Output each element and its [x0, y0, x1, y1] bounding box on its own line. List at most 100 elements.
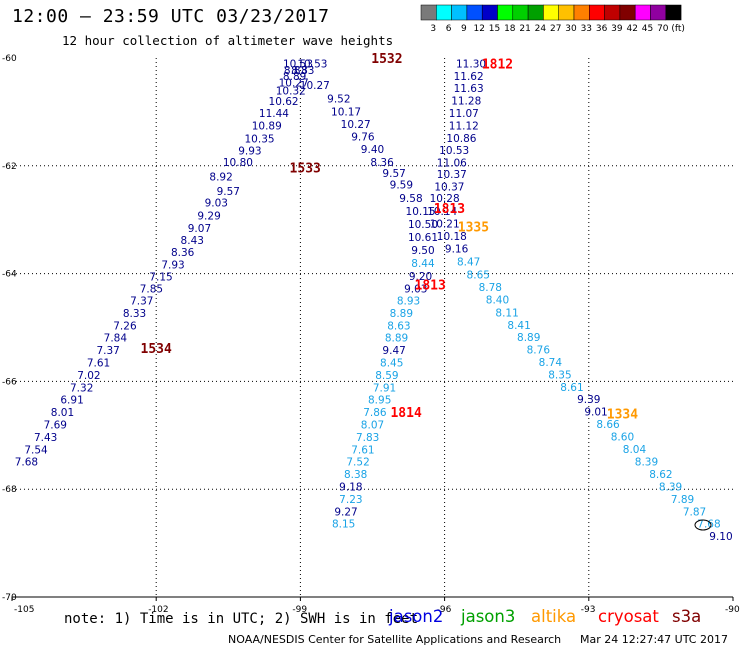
- data-point-label: 9.27: [334, 506, 357, 518]
- colorbar-swatch: [543, 4, 559, 21]
- colorbar-label: 70: [657, 24, 669, 34]
- colorbar-label: 18: [504, 24, 516, 34]
- colorbar-label: 39: [611, 24, 623, 34]
- data-point-label: 8.89: [385, 333, 408, 345]
- track-number-label: 1812: [482, 57, 513, 72]
- data-point-label: 8.89: [283, 71, 306, 83]
- x-tick-label: -96: [437, 605, 452, 615]
- track-number-label: 1814: [390, 406, 421, 421]
- data-point-label: 7.83: [356, 432, 379, 444]
- data-point-label: 9.59: [390, 180, 413, 192]
- y-tick-label: -70: [2, 593, 17, 603]
- legend-s3a: s3a: [672, 607, 702, 626]
- y-tick-label: -66: [2, 377, 17, 387]
- data-point-label: 8.11: [495, 307, 518, 319]
- data-point-label: 7.02: [77, 370, 100, 382]
- data-point-label: 10.37: [434, 181, 464, 193]
- colorbar-label: 21: [519, 24, 530, 34]
- data-point-label: 8.38: [344, 469, 367, 481]
- footer-note: note: 1) Time is in UTC; 2) SWH is in fe…: [64, 611, 419, 627]
- y-tick-label: -64: [2, 270, 17, 280]
- data-point-label: 11.62: [454, 71, 484, 83]
- colorbar-swatch: [604, 4, 621, 21]
- colorbar-label: 3: [430, 24, 436, 34]
- colorbar-swatch: [466, 4, 483, 21]
- data-point-label: 8.07: [361, 420, 384, 432]
- data-point-label: 8.39: [659, 482, 682, 494]
- chart-points: 10.538.838.8910.2710.3210.6211.4410.8910…: [15, 58, 733, 543]
- data-point-label: 7.37: [130, 296, 153, 308]
- data-point-label: 8.61: [560, 382, 583, 394]
- data-point-label: 8.01: [51, 407, 74, 419]
- x-tick-label: -102: [148, 605, 168, 615]
- chart-grid: [12, 58, 733, 597]
- colorbar-label: 6: [446, 24, 452, 34]
- y-tick-label: -60: [2, 54, 17, 64]
- data-point-label: 8.74: [539, 357, 563, 369]
- data-point-label: 8.36: [171, 247, 195, 259]
- data-point-label: 11.30: [456, 58, 486, 70]
- data-point-label: 9.16: [445, 243, 469, 255]
- data-point-label: 8.47: [457, 257, 480, 269]
- colorbar-swatch: [665, 4, 682, 21]
- y-tick-label: -62: [2, 162, 17, 172]
- colorbar-swatch: [420, 4, 437, 21]
- data-point-label: 8.04: [623, 444, 647, 456]
- colorbar-swatch: [650, 4, 667, 21]
- data-point-label: 8.78: [479, 282, 502, 294]
- data-point-label: 10.53: [283, 58, 313, 70]
- data-point-label: 10.27: [300, 80, 330, 92]
- data-point-label: 9.76: [351, 132, 375, 144]
- data-point-label: 8.95: [368, 395, 391, 407]
- data-point-label: 9.40: [361, 144, 384, 156]
- track-number-label: 1335: [458, 221, 489, 236]
- data-point-label: 9.50: [411, 245, 434, 257]
- data-point-label: 7.86: [363, 407, 387, 419]
- data-point-label: 7.54: [24, 444, 48, 456]
- data-point-label: 7.85: [140, 284, 163, 296]
- colorbar-swatch: [527, 4, 544, 21]
- data-point-label: 9.57: [217, 186, 240, 198]
- data-point-label: 10.21: [430, 218, 460, 230]
- data-point-label: 9.29: [197, 210, 220, 222]
- data-point-label: 9.03: [404, 284, 427, 296]
- data-point-label: 8.83: [291, 65, 314, 77]
- x-tick-label: -105: [14, 605, 34, 615]
- colorbar-label: 42: [626, 24, 637, 34]
- data-point-label: 10.17: [331, 106, 361, 118]
- colorbar-label: 33: [581, 24, 592, 34]
- data-point-label: 7.43: [34, 432, 57, 444]
- data-point-label: 9.20: [409, 271, 432, 283]
- track-number-label: 1533: [290, 161, 321, 176]
- colorbar-swatch: [481, 4, 498, 21]
- data-point-label: 8.59: [375, 370, 398, 382]
- data-point-label: 11.07: [449, 108, 479, 120]
- data-point-label: 10.50: [408, 219, 438, 231]
- data-point-label: 10.27: [341, 119, 371, 131]
- colorbar-swatch: [497, 4, 514, 21]
- data-point-label: 10.86: [446, 133, 476, 145]
- data-point-label: 11.06: [437, 158, 467, 170]
- colorbar-swatch: [573, 4, 590, 21]
- data-point-label: 10.80: [223, 157, 253, 169]
- colorbar-label: (ft): [671, 24, 685, 34]
- data-point-label: 7.87: [683, 506, 706, 518]
- data-point-label: 6.91: [60, 395, 83, 407]
- data-point-label: 10.35: [245, 133, 275, 145]
- track-number-label: 1334: [607, 408, 638, 423]
- data-point-label: 7.68: [697, 519, 720, 531]
- colorbar-label: 15: [489, 24, 500, 34]
- data-point-label: 7.89: [671, 494, 694, 506]
- data-point-label: 9.93: [238, 146, 261, 158]
- data-point-label: 9.58: [399, 193, 422, 205]
- data-point-label: 8.66: [596, 419, 620, 431]
- colorbar-label: 24: [535, 24, 547, 34]
- data-point-label: 7.69: [44, 420, 67, 432]
- data-point-label: 9.18: [339, 482, 362, 494]
- data-point-label: 7.15: [149, 271, 172, 283]
- data-point-label: 11.12: [449, 120, 479, 132]
- data-point-label: 8.89: [517, 332, 540, 344]
- data-point-label: 8.76: [527, 345, 551, 357]
- data-point-label: 7.23: [339, 494, 362, 506]
- colorbar-label: 30: [565, 24, 577, 34]
